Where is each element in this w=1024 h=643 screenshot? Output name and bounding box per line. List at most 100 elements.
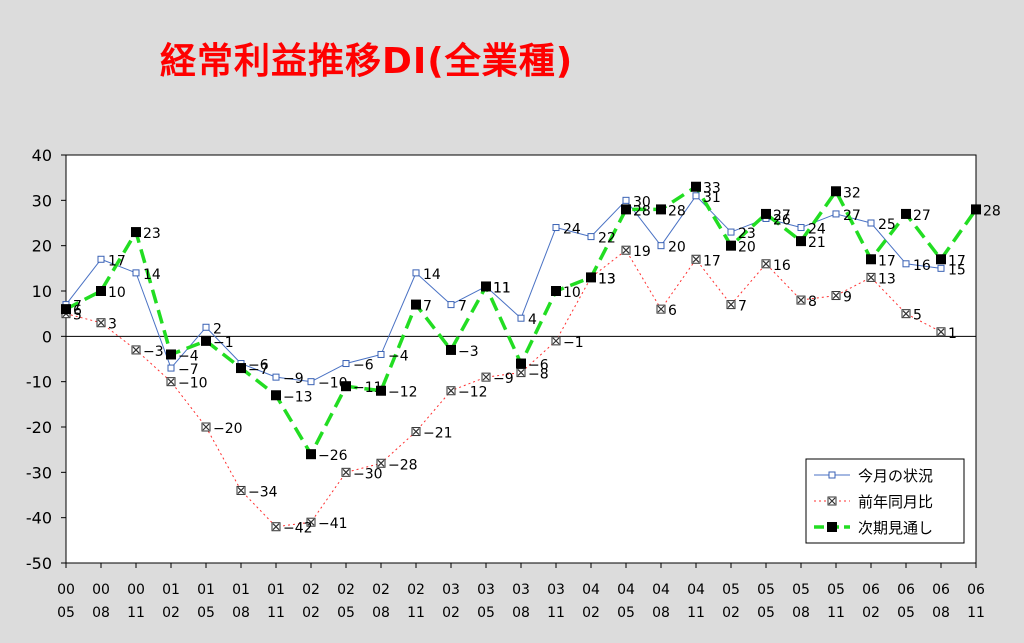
data-label: −10 bbox=[318, 376, 348, 392]
data-label: 13 bbox=[878, 271, 896, 287]
marker-cross bbox=[828, 497, 836, 505]
data-point-marker bbox=[901, 208, 911, 219]
data-label: 17 bbox=[703, 253, 721, 269]
x-tick-label-month: 05 bbox=[197, 605, 215, 621]
data-label: 7 bbox=[738, 299, 747, 315]
x-tick-label-year: 04 bbox=[652, 582, 670, 598]
x-tick-label-year: 05 bbox=[827, 582, 845, 598]
data-point-marker bbox=[341, 381, 351, 392]
y-tick-label: 20 bbox=[32, 237, 52, 256]
x-tick-label-year: 03 bbox=[442, 582, 460, 598]
data-point-marker bbox=[376, 385, 386, 396]
y-tick-label: 0 bbox=[42, 327, 52, 346]
y-tick-label: 30 bbox=[32, 191, 52, 210]
data-point-marker bbox=[306, 449, 316, 460]
data-label: 28 bbox=[633, 203, 651, 219]
y-tick-label: -20 bbox=[26, 418, 52, 437]
x-tick-label-month: 08 bbox=[92, 605, 110, 621]
data-point-marker bbox=[131, 345, 141, 355]
data-label: −13 bbox=[283, 389, 313, 405]
data-label: −41 bbox=[318, 516, 348, 532]
data-label: −6 bbox=[528, 358, 549, 374]
data-point-marker bbox=[827, 522, 837, 532]
x-tick-label-year: 01 bbox=[267, 582, 285, 598]
data-label: 30 bbox=[633, 194, 651, 210]
data-point-marker bbox=[271, 390, 281, 401]
data-label: 25 bbox=[878, 217, 896, 233]
marker-cross bbox=[832, 292, 840, 299]
x-tick-label-month: 08 bbox=[792, 605, 810, 621]
data-label: −7 bbox=[178, 362, 199, 378]
x-tick-label-month: 08 bbox=[932, 605, 950, 621]
data-point-marker bbox=[236, 485, 246, 495]
data-point-marker bbox=[866, 272, 876, 282]
data-label: 23 bbox=[738, 226, 756, 242]
x-tick-label-year: 02 bbox=[372, 582, 390, 598]
data-label: 23 bbox=[143, 226, 161, 242]
data-label: 14 bbox=[143, 267, 161, 283]
data-point-marker bbox=[727, 228, 735, 236]
data-point-marker bbox=[307, 378, 315, 386]
data-point-marker bbox=[167, 364, 175, 372]
marker-cross bbox=[622, 246, 630, 254]
data-label: −20 bbox=[213, 421, 243, 437]
data-label: −10 bbox=[178, 376, 208, 392]
legend-label: 今月の状況 bbox=[858, 467, 933, 485]
data-label: 27 bbox=[843, 208, 861, 224]
data-label: 20 bbox=[668, 240, 686, 256]
data-label: 4 bbox=[528, 312, 537, 328]
x-tick-label-month: 05 bbox=[477, 605, 495, 621]
data-label: −1 bbox=[213, 335, 234, 351]
x-tick-label-month: 02 bbox=[302, 605, 320, 621]
data-point-marker bbox=[796, 236, 806, 247]
data-point-marker bbox=[517, 314, 525, 322]
x-tick-label-year: 05 bbox=[757, 582, 775, 598]
y-tick-label: 10 bbox=[32, 282, 52, 301]
data-point-marker bbox=[132, 269, 140, 277]
x-tick-label-month: 05 bbox=[57, 605, 75, 621]
x-tick-label-year: 00 bbox=[127, 582, 145, 598]
data-label: 26 bbox=[773, 212, 791, 228]
data-label: 7 bbox=[458, 299, 467, 315]
x-tick-label-month: 05 bbox=[897, 605, 915, 621]
data-point-marker bbox=[306, 517, 316, 527]
data-point-marker bbox=[656, 304, 666, 314]
data-label: 27 bbox=[773, 208, 791, 224]
data-label: 28 bbox=[983, 203, 1001, 219]
data-label: −12 bbox=[458, 385, 488, 401]
x-tick-label-month: 05 bbox=[337, 605, 355, 621]
data-point-marker bbox=[342, 360, 350, 368]
data-point-marker bbox=[657, 242, 665, 250]
data-label: 10 bbox=[563, 285, 581, 301]
data-point-marker bbox=[551, 336, 561, 346]
data-label: 17 bbox=[108, 253, 126, 269]
data-label: −1 bbox=[563, 335, 584, 351]
legend-label: 次期見通し bbox=[858, 519, 933, 537]
data-point-marker bbox=[272, 373, 280, 381]
marker-cross bbox=[272, 523, 280, 531]
data-label: 3 bbox=[108, 317, 117, 333]
y-tick-label: -50 bbox=[26, 554, 52, 573]
data-label: 19 bbox=[633, 244, 651, 260]
marker-cross bbox=[412, 428, 420, 435]
data-label: −9 bbox=[283, 371, 304, 387]
x-tick-label-month: 11 bbox=[827, 605, 845, 621]
data-point-marker bbox=[481, 372, 491, 382]
x-tick-label-year: 02 bbox=[407, 582, 425, 598]
data-point-marker bbox=[166, 349, 176, 360]
data-label: 32 bbox=[843, 185, 861, 201]
data-point-marker bbox=[481, 281, 491, 292]
data-point-marker bbox=[867, 219, 875, 227]
data-point-marker bbox=[691, 181, 701, 192]
x-tick-label-month: 08 bbox=[652, 605, 670, 621]
data-label: −8 bbox=[528, 367, 549, 383]
data-point-marker bbox=[411, 299, 421, 310]
x-tick-label-year: 02 bbox=[302, 582, 320, 598]
marker-cross bbox=[202, 423, 210, 431]
data-point-marker bbox=[377, 350, 385, 358]
series-line-0 bbox=[65, 195, 942, 383]
marker-cross bbox=[342, 468, 350, 476]
data-label: −7 bbox=[248, 362, 269, 378]
data-label: 13 bbox=[598, 271, 616, 287]
